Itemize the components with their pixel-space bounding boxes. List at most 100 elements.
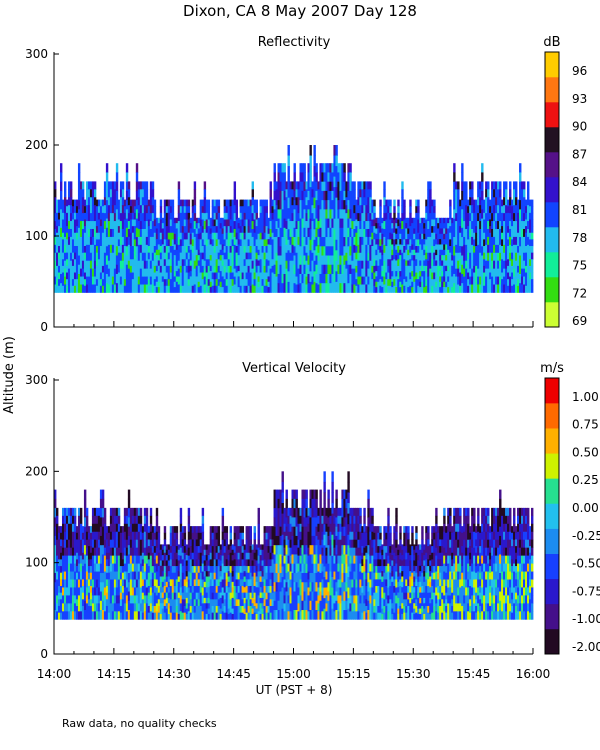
radar-cell	[153, 259, 157, 267]
radar-cell	[413, 265, 416, 272]
radar-cell	[77, 190, 81, 201]
radar-cell	[505, 244, 508, 254]
radar-cell	[241, 612, 245, 620]
radar-cell	[89, 244, 93, 254]
radar-cell	[265, 586, 268, 594]
radar-cell	[525, 279, 528, 287]
radar-cell	[137, 213, 141, 222]
radar-cell	[121, 605, 125, 614]
radar-cell	[189, 579, 193, 587]
radar-cell	[525, 212, 528, 220]
radar-cell	[141, 284, 145, 293]
radar-cell	[129, 531, 133, 541]
radar-cell	[271, 219, 274, 227]
radar-cell	[71, 272, 75, 280]
radar-cell	[195, 239, 199, 245]
radar-cell	[269, 205, 272, 214]
radar-cell	[511, 239, 514, 247]
radar-cell	[275, 276, 278, 285]
radar-cell	[287, 229, 290, 241]
radar-cell	[269, 244, 272, 254]
radar-cell	[205, 285, 209, 293]
radar-cell	[335, 218, 338, 230]
radar-cell	[279, 273, 282, 284]
radar-cell	[219, 255, 223, 261]
radar-cell	[329, 237, 332, 247]
radar-cell	[85, 260, 89, 270]
radar-cell	[219, 587, 223, 593]
radar-cell	[243, 544, 246, 551]
radar-cell	[285, 244, 288, 254]
radar-cell	[223, 199, 227, 207]
radar-cell	[389, 279, 392, 287]
radar-cell	[323, 218, 326, 229]
radar-cell	[181, 572, 185, 580]
radar-cell	[251, 236, 254, 246]
radar-cell	[115, 523, 119, 533]
radar-cell	[91, 507, 95, 517]
radar-cell	[213, 285, 217, 293]
radar-cell	[259, 252, 262, 260]
radar-cell	[311, 189, 314, 198]
radar-cell	[323, 181, 326, 192]
radar-cell	[471, 260, 474, 270]
radar-cell	[211, 586, 215, 594]
radar-cell	[237, 260, 241, 267]
radar-cell	[341, 218, 344, 229]
radar-cell	[93, 611, 97, 620]
radar-cell	[67, 181, 71, 190]
radar-cell	[285, 284, 288, 293]
radar-cell	[167, 219, 171, 227]
radar-cell	[481, 163, 484, 173]
radar-cell	[337, 227, 340, 238]
radar-cell	[261, 544, 264, 551]
radar-cell	[185, 555, 189, 561]
radar-cell	[317, 236, 320, 246]
radar-cell	[431, 219, 434, 227]
radar-cell	[399, 217, 402, 224]
radar-cell	[311, 252, 314, 262]
radar-cell	[273, 508, 276, 518]
radar-cell	[263, 212, 266, 220]
radar-cell	[113, 603, 117, 612]
radar-cell	[89, 236, 93, 246]
radar-cell	[483, 212, 486, 220]
radar-cell	[379, 219, 382, 227]
radar-cell	[509, 244, 512, 254]
radar-cell	[465, 284, 468, 293]
radar-cell	[389, 212, 392, 220]
radar-cell	[119, 599, 123, 607]
radar-cell	[107, 605, 111, 614]
radar-cell	[491, 268, 494, 277]
radar-cell	[161, 571, 165, 577]
radar-cell	[335, 166, 338, 177]
radar-cell	[89, 189, 93, 198]
radar-cell	[161, 249, 165, 256]
radar-cell	[523, 205, 526, 214]
radar-cell	[91, 555, 95, 564]
radar-cell	[163, 572, 167, 580]
radar-cell	[241, 572, 245, 580]
radar-cell	[113, 268, 117, 277]
radar-cell	[467, 265, 470, 273]
radar-cell	[91, 547, 95, 557]
radar-cell	[103, 236, 107, 246]
radar-cell	[183, 552, 187, 560]
radar-cell	[77, 539, 81, 549]
radar-cell	[499, 197, 502, 206]
radar-cell	[415, 212, 418, 220]
radar-cell	[143, 276, 147, 285]
radar-cell	[107, 236, 111, 246]
radar-cell	[265, 232, 268, 240]
radar-cell	[125, 209, 129, 219]
radar-cell	[531, 199, 534, 207]
radar-cell	[333, 218, 336, 230]
radar-cell	[511, 265, 514, 273]
radar-cell	[217, 552, 221, 560]
radar-cell	[453, 200, 456, 210]
radar-cell	[417, 219, 420, 227]
radar-cell	[81, 284, 85, 293]
radar-cell	[87, 599, 91, 607]
radar-cell	[97, 226, 101, 234]
radar-cell	[447, 249, 450, 256]
